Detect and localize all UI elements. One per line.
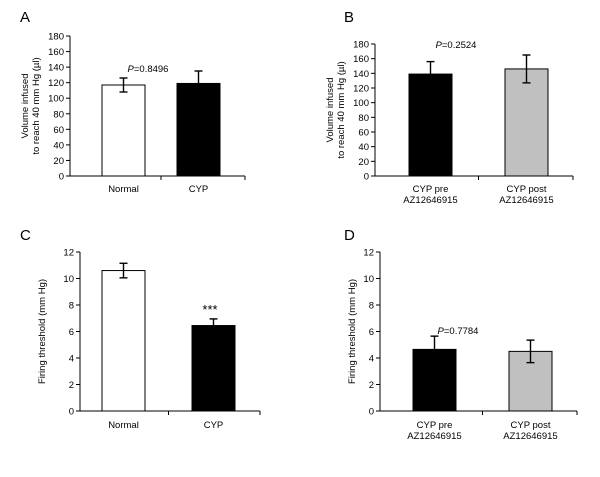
bar-a-1	[101, 84, 146, 177]
p-value-number: =0.7784	[444, 326, 479, 337]
y-tick-label-c: 10	[63, 274, 74, 285]
category-label-line: CYP post	[507, 184, 547, 195]
y-tick-label-d: 2	[369, 380, 374, 391]
p-value-a: P=0.8496	[128, 64, 169, 75]
y-tick-label-c: 0	[69, 407, 74, 418]
category-label-c-2: CYP	[204, 420, 224, 431]
y-tick-label-d: 6	[369, 327, 374, 338]
p-value-number: ***	[202, 302, 217, 317]
y-tick-label-d: 8	[369, 301, 374, 312]
y-axis-label-line: to reach 40 mm Hg (µl)	[31, 57, 42, 154]
category-label-line: Normal	[108, 184, 139, 195]
y-tick-label-a: 40	[53, 140, 64, 151]
y-tick-label-c: 2	[69, 380, 74, 391]
y-tick-label-b: 40	[358, 142, 369, 153]
panel-letter-a: A	[20, 9, 30, 26]
category-label-d-1: CYP pre AZ12646915	[407, 420, 461, 442]
panel-letter-d: D	[344, 227, 355, 244]
y-axis-label-c: Firing threshold (mm Hg)	[37, 279, 48, 384]
category-label-line: AZ12646915	[499, 195, 553, 206]
p-value-symbol: P	[128, 64, 135, 75]
y-tick-label-b: 20	[358, 157, 369, 168]
category-label-line: CYP post	[511, 420, 551, 431]
bar-c-2	[191, 325, 236, 412]
category-label-line: CYP	[204, 420, 224, 431]
panel-c: C 0 2 4 6 8 10 12 Firing threshold (mm Hg) Normal…	[20, 227, 261, 431]
category-label-a-2: CYP	[189, 184, 209, 195]
y-tick-label-a: 80	[53, 109, 64, 120]
category-label-b-1: CYP pre AZ12646915	[403, 184, 457, 206]
y-axis-label-line: Firing threshold (mm Hg)	[37, 279, 48, 384]
y-axis-label-d: Firing threshold (mm Hg)	[347, 279, 358, 384]
y-tick-label-c: 8	[69, 301, 74, 312]
category-label-line: AZ12646915	[407, 431, 461, 442]
bar-b-1	[408, 73, 453, 177]
category-label-line: AZ12646915	[503, 431, 557, 442]
y-tick-label-a: 140	[48, 63, 64, 74]
p-value-d: P=0.7784	[438, 326, 479, 337]
y-tick-label-b: 140	[353, 69, 369, 80]
y-tick-label-b: 100	[353, 98, 369, 109]
p-value-symbol: P	[438, 326, 445, 337]
p-value-b: P=0.2524	[436, 40, 477, 51]
panel-b: B 0 20 40 60 80 100 120 140 160 180 Volume infusedt…	[325, 9, 574, 206]
p-value-number: =0.8496	[134, 64, 169, 75]
panel-letter-b: B	[344, 9, 354, 26]
p-value-number: =0.2524	[442, 40, 477, 51]
y-tick-label-a: 160	[48, 47, 64, 58]
category-label-line: Normal	[108, 420, 139, 431]
category-label-d-2: CYP post AZ12646915	[503, 420, 557, 442]
y-tick-label-d: 10	[363, 274, 374, 285]
y-tick-label-b: 180	[353, 40, 369, 51]
y-axis-label-line: Volume infused	[20, 74, 31, 139]
significance-stars-c: ***	[202, 302, 217, 317]
category-label-line: CYP	[189, 184, 209, 195]
panel-a: A 0 20 40 60 80 100 120 140 160 180 Volume infusedt…	[20, 9, 246, 195]
y-tick-label-a: 120	[48, 78, 64, 89]
category-label-line: CYP pre	[417, 420, 453, 431]
bar-c-1	[101, 270, 146, 412]
y-tick-label-d: 4	[369, 354, 374, 365]
y-tick-label-b: 60	[358, 128, 369, 139]
y-tick-label-c: 6	[69, 327, 74, 338]
y-tick-label-d: 0	[369, 407, 374, 418]
category-label-a-1: Normal	[108, 184, 139, 195]
y-tick-label-a: 180	[48, 32, 64, 43]
y-axis-label-a: Volume infusedto reach 40 mm Hg (µl)	[20, 57, 42, 154]
bar-a-2	[176, 82, 221, 177]
y-axis-label-line: Volume infused	[325, 78, 336, 143]
y-tick-label-a: 0	[59, 172, 64, 183]
y-axis-label-line: Firing threshold (mm Hg)	[347, 279, 358, 384]
p-value-symbol: P	[436, 40, 443, 51]
category-label-line: CYP pre	[413, 184, 449, 195]
y-tick-label-d: 12	[363, 248, 374, 259]
y-tick-label-b: 80	[358, 113, 369, 124]
category-label-b-2: CYP post AZ12646915	[499, 184, 553, 206]
y-axis-label-b: Volume infusedto reach 40 mm Hg (µl)	[325, 61, 347, 158]
y-tick-label-c: 4	[69, 354, 74, 365]
category-label-line: AZ12646915	[403, 195, 457, 206]
y-tick-label-c: 12	[63, 248, 74, 259]
y-tick-label-a: 60	[53, 125, 64, 136]
y-tick-label-b: 120	[353, 84, 369, 95]
y-tick-label-b: 0	[364, 172, 369, 183]
y-tick-label-b: 160	[353, 54, 369, 65]
y-axis-label-line: to reach 40 mm Hg (µl)	[336, 61, 347, 158]
panel-d: D 0 2 4 6 8 10 12 Firing threshold (mm Hg) CYP pr…	[344, 227, 578, 442]
bar-b-2	[504, 68, 549, 177]
y-tick-label-a: 20	[53, 156, 64, 167]
y-tick-label-a: 100	[48, 94, 64, 105]
panel-letter-c: C	[20, 227, 31, 244]
category-label-c-1: Normal	[108, 420, 139, 431]
